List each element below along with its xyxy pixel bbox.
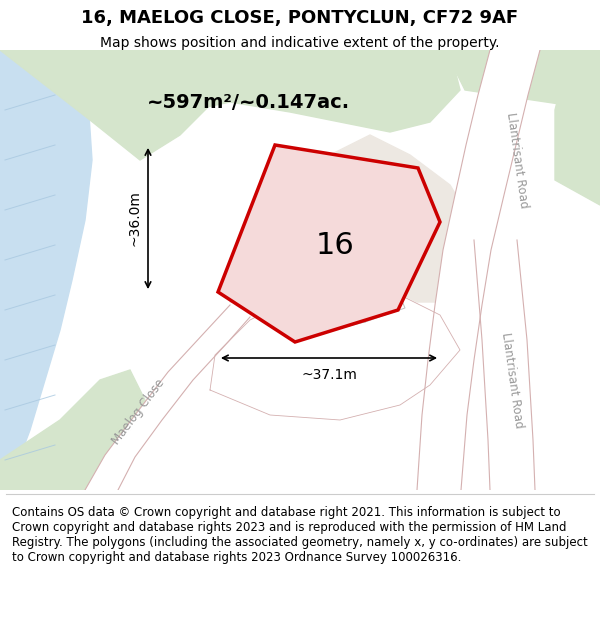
- Polygon shape: [85, 50, 460, 132]
- Polygon shape: [0, 50, 92, 490]
- Text: ~37.1m: ~37.1m: [301, 368, 357, 382]
- Polygon shape: [555, 50, 600, 205]
- Polygon shape: [0, 370, 150, 490]
- Text: Contains OS data © Crown copyright and database right 2021. This information is : Contains OS data © Crown copyright and d…: [12, 506, 588, 564]
- Polygon shape: [417, 50, 540, 490]
- Text: Map shows position and indicative extent of the property.: Map shows position and indicative extent…: [100, 36, 500, 50]
- Text: Maelog Close: Maelog Close: [109, 377, 167, 448]
- Polygon shape: [230, 135, 490, 302]
- Polygon shape: [218, 145, 440, 342]
- Text: 16: 16: [316, 231, 355, 259]
- Polygon shape: [445, 50, 600, 110]
- Text: Llantrisant Road: Llantrisant Road: [504, 111, 530, 209]
- Text: 16, MAELOG CLOSE, PONTYCLUN, CF72 9AF: 16, MAELOG CLOSE, PONTYCLUN, CF72 9AF: [82, 9, 518, 27]
- Text: ~36.0m: ~36.0m: [128, 191, 142, 246]
- Text: ~597m²/~0.147ac.: ~597m²/~0.147ac.: [146, 93, 350, 112]
- Polygon shape: [210, 290, 460, 420]
- Text: Llantrisant Road: Llantrisant Road: [499, 331, 525, 429]
- Polygon shape: [85, 305, 250, 490]
- Polygon shape: [474, 240, 535, 490]
- Polygon shape: [0, 50, 220, 160]
